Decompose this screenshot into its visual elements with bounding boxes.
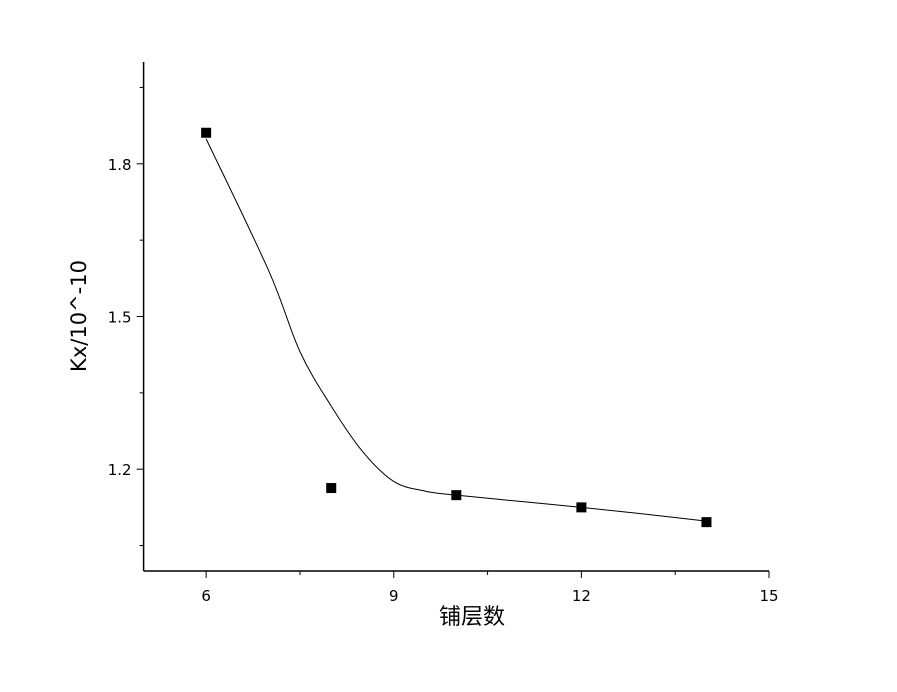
data-point xyxy=(701,517,712,528)
y-tick-label: 1.2 xyxy=(108,461,132,479)
fit-curve xyxy=(205,138,707,522)
data-point xyxy=(201,127,212,138)
x-tick-label: 15 xyxy=(759,587,778,605)
x-tick-label: 9 xyxy=(389,587,399,605)
x-tick-label: 12 xyxy=(572,587,591,605)
y-tick-label: 1.8 xyxy=(108,156,132,174)
x-tick-label: 6 xyxy=(201,587,211,605)
data-point xyxy=(326,483,337,494)
y-tick-label: 1.5 xyxy=(108,309,132,327)
y-axis-label: Kx/10^-10 xyxy=(67,260,91,372)
x-axis-label: 铺层数 xyxy=(439,605,505,630)
